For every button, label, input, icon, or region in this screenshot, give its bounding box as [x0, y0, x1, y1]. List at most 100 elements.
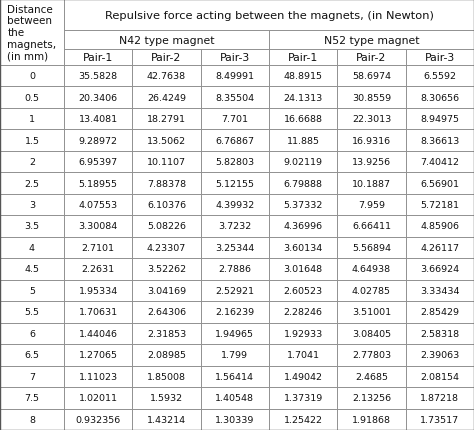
Bar [64, 151, 132, 173]
Text: 58.6974: 58.6974 [352, 72, 391, 81]
Bar [132, 109, 201, 130]
Bar [0, 366, 64, 387]
Bar [201, 216, 269, 237]
Bar [0, 0, 64, 66]
Bar [0, 151, 64, 173]
Text: 7.40412: 7.40412 [420, 158, 459, 167]
Text: 5.37332: 5.37332 [283, 200, 323, 209]
Bar [406, 323, 474, 344]
Bar [337, 280, 406, 301]
Text: 2.64306: 2.64306 [147, 308, 186, 316]
Bar [201, 151, 269, 173]
Text: 24.1313: 24.1313 [283, 93, 323, 102]
Text: 2.60523: 2.60523 [283, 286, 323, 295]
Text: 42.7638: 42.7638 [147, 72, 186, 81]
Bar [132, 323, 201, 344]
Bar [201, 280, 269, 301]
Bar [269, 151, 337, 173]
Text: 3.7232: 3.7232 [218, 222, 251, 231]
Text: Pair-3: Pair-3 [220, 53, 250, 63]
Text: Repulsive force acting between the magnets, (in Newton): Repulsive force acting between the magne… [105, 11, 433, 21]
Text: 1.25422: 1.25422 [283, 415, 323, 424]
Text: 6: 6 [29, 329, 35, 338]
Bar [132, 151, 201, 173]
Text: 7.5: 7.5 [25, 393, 39, 402]
Text: 2.28246: 2.28246 [283, 308, 323, 316]
Text: 7.959: 7.959 [358, 200, 385, 209]
Bar [132, 408, 201, 430]
Bar [337, 173, 406, 194]
Text: 4.36996: 4.36996 [283, 222, 323, 231]
Text: 2.85429: 2.85429 [420, 308, 459, 316]
Bar [201, 344, 269, 366]
Text: 2.08154: 2.08154 [420, 372, 459, 381]
Bar [406, 50, 474, 66]
Text: 1.11023: 1.11023 [79, 372, 118, 381]
Text: 7.701: 7.701 [221, 115, 248, 124]
Text: 6.95397: 6.95397 [79, 158, 118, 167]
Text: 5.56894: 5.56894 [352, 243, 391, 252]
Bar [64, 323, 132, 344]
Text: Distance
between
the
magnets,
(in mm): Distance between the magnets, (in mm) [8, 5, 56, 61]
Bar [201, 301, 269, 323]
Bar [64, 194, 132, 216]
Bar [0, 301, 64, 323]
Text: 2.77803: 2.77803 [352, 350, 391, 359]
Text: 1.56414: 1.56414 [215, 372, 255, 381]
Bar [201, 387, 269, 408]
Bar [337, 323, 406, 344]
Text: 13.4081: 13.4081 [79, 115, 118, 124]
Bar [406, 130, 474, 151]
Bar [64, 280, 132, 301]
Text: 2.58318: 2.58318 [420, 329, 459, 338]
Bar [269, 31, 474, 50]
Text: 1.70631: 1.70631 [79, 308, 118, 316]
Text: 3.25344: 3.25344 [215, 243, 255, 252]
Text: 2.7886: 2.7886 [219, 265, 251, 274]
Text: 1.30339: 1.30339 [215, 415, 255, 424]
Text: 5.18955: 5.18955 [79, 179, 118, 188]
Bar [337, 366, 406, 387]
Text: 1.92933: 1.92933 [283, 329, 323, 338]
Text: Pair-2: Pair-2 [356, 53, 387, 63]
Text: 7: 7 [29, 372, 35, 381]
Text: 4: 4 [29, 243, 35, 252]
Bar [337, 237, 406, 258]
Text: 16.9316: 16.9316 [352, 136, 391, 145]
Bar [337, 66, 406, 87]
Text: N42 type magnet: N42 type magnet [119, 36, 214, 46]
Bar [64, 258, 132, 280]
Bar [337, 344, 406, 366]
Text: 5.12155: 5.12155 [215, 179, 255, 188]
Text: 6.5592: 6.5592 [423, 72, 456, 81]
Bar [0, 387, 64, 408]
Bar [269, 130, 337, 151]
Text: 4.02785: 4.02785 [352, 286, 391, 295]
Bar [64, 130, 132, 151]
Bar [64, 0, 474, 31]
Bar [0, 173, 64, 194]
Bar [269, 366, 337, 387]
Text: 3.08405: 3.08405 [352, 329, 391, 338]
Bar [132, 216, 201, 237]
Text: 6.5: 6.5 [25, 350, 39, 359]
Text: 35.5828: 35.5828 [79, 72, 118, 81]
Bar [0, 194, 64, 216]
Text: 8: 8 [29, 415, 35, 424]
Text: 6.76867: 6.76867 [215, 136, 255, 145]
Text: Pair-3: Pair-3 [425, 53, 455, 63]
Text: 10.1887: 10.1887 [352, 179, 391, 188]
Bar [406, 87, 474, 109]
Text: 8.35504: 8.35504 [215, 93, 255, 102]
Bar [406, 280, 474, 301]
Text: 1.5: 1.5 [25, 136, 39, 145]
Text: 4.26117: 4.26117 [420, 243, 459, 252]
Bar [337, 130, 406, 151]
Text: 2: 2 [29, 158, 35, 167]
Bar [64, 366, 132, 387]
Text: 2.39063: 2.39063 [420, 350, 459, 359]
Bar [201, 109, 269, 130]
Bar [132, 173, 201, 194]
Bar [64, 408, 132, 430]
Text: 1.5932: 1.5932 [150, 393, 183, 402]
